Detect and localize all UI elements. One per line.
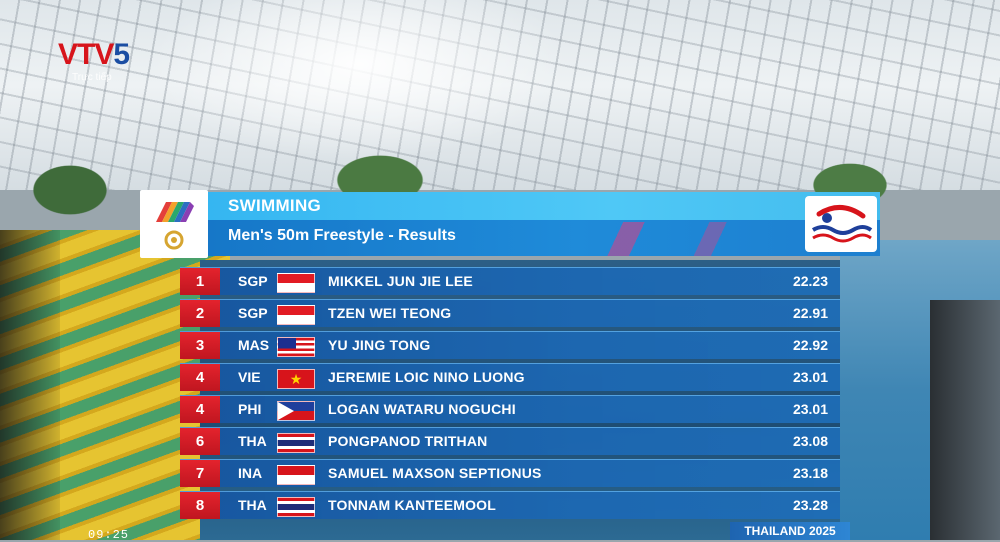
swimming-pictogram — [805, 196, 877, 252]
thailand-flag-icon — [277, 497, 315, 517]
country-code: THA — [238, 433, 267, 449]
logo-number: 5 — [113, 38, 130, 71]
live-label: Trực tiếp — [72, 72, 112, 83]
rank-badge: 7 — [180, 460, 220, 487]
event-title: Men's 50m Freestyle - Results — [228, 227, 456, 244]
vietnam-flag-icon: ★ — [277, 369, 315, 389]
country-code: SGP — [238, 305, 268, 321]
indonesia-flag-icon — [277, 465, 315, 485]
malaysia-flag-icon — [277, 337, 315, 357]
result-time: 22.91 — [792, 305, 828, 321]
results-header: SWIMMING Men's 50m Freestyle - Results — [140, 190, 885, 258]
country-code: PHI — [238, 401, 262, 417]
rank-badge: 4 — [180, 396, 220, 423]
country-code: SGP — [238, 273, 268, 289]
country-code: THA — [238, 497, 267, 513]
header-decoration — [580, 222, 780, 256]
logo-prefix: VTV — [58, 38, 114, 71]
country-code: MAS — [238, 337, 270, 353]
result-time: 23.01 — [792, 369, 828, 385]
rank-badge: 3 — [180, 332, 220, 359]
country-code: VIE — [238, 369, 261, 385]
rank-badge: 1 — [180, 268, 220, 295]
thailand-flag-icon — [277, 433, 315, 453]
broadcast-clock: 09:25 — [88, 528, 130, 542]
athlete-name: LOGAN WATARU NOGUCHI — [328, 401, 516, 417]
philippines-flag-icon — [277, 401, 315, 421]
result-time: 23.08 — [792, 433, 828, 449]
singapore-flag-icon — [277, 273, 315, 293]
sport-title: SWIMMING — [228, 196, 322, 215]
result-row: 4 PHI LOGAN WATARU NOGUCHI 23.01 — [180, 395, 840, 423]
result-row: 2 SGP TZEN WEI TEONG 22.91 — [180, 299, 840, 327]
rank-badge: 8 — [180, 492, 220, 519]
rank-badge: 2 — [180, 300, 220, 327]
athlete-name: YU JING TONG — [328, 337, 431, 353]
games-emblem-icon — [156, 202, 194, 250]
athlete-name: JEREMIE LOIC NINO LUONG — [328, 369, 525, 385]
rank-badge: 4 — [180, 364, 220, 391]
roof-light — [150, 0, 570, 160]
result-time: 23.28 — [792, 497, 828, 513]
results-table: 1 SGP MIKKEL JUN JIE LEE 22.23 2 SGP TZE… — [180, 267, 840, 523]
result-row: 1 SGP MIKKEL JUN JIE LEE 22.23 — [180, 267, 840, 295]
result-row: 4 VIE ★ JEREMIE LOIC NINO LUONG 23.01 — [180, 363, 840, 391]
result-time: 22.92 — [792, 337, 828, 353]
broadcaster-logo-text: VTV5 — [58, 38, 148, 72]
result-time: 23.18 — [792, 465, 828, 481]
broadcaster-logo: VTV5 Trực tiếp — [58, 38, 148, 88]
athlete-name: PONGPANOD TRITHAN — [328, 433, 488, 449]
result-row: 8 THA TONNAM KANTEEMOOL 23.28 — [180, 491, 840, 519]
result-row: 3 MAS YU JING TONG 22.92 — [180, 331, 840, 359]
rank-badge: 6 — [180, 428, 220, 455]
right-wall — [930, 300, 1000, 540]
country-code: INA — [238, 465, 263, 481]
result-time: 23.01 — [792, 401, 828, 417]
athlete-name: SAMUEL MAXSON SEPTIONUS — [328, 465, 542, 481]
athlete-name: TONNAM KANTEEMOOL — [328, 497, 497, 513]
result-row: 6 THA PONGPANOD TRITHAN 23.08 — [180, 427, 840, 455]
swimmer-icon — [811, 205, 873, 243]
singapore-flag-icon — [277, 305, 315, 325]
sport-strip — [208, 192, 880, 220]
result-time: 22.23 — [792, 273, 828, 289]
games-logo — [140, 190, 208, 258]
stands-shadow — [0, 230, 60, 540]
athlete-name: MIKKEL JUN JIE LEE — [328, 273, 473, 289]
result-row: 7 INA SAMUEL MAXSON SEPTIONUS 23.18 — [180, 459, 840, 487]
athlete-name: TZEN WEI TEONG — [328, 305, 452, 321]
event-tag: THAILAND 2025 — [730, 522, 850, 540]
